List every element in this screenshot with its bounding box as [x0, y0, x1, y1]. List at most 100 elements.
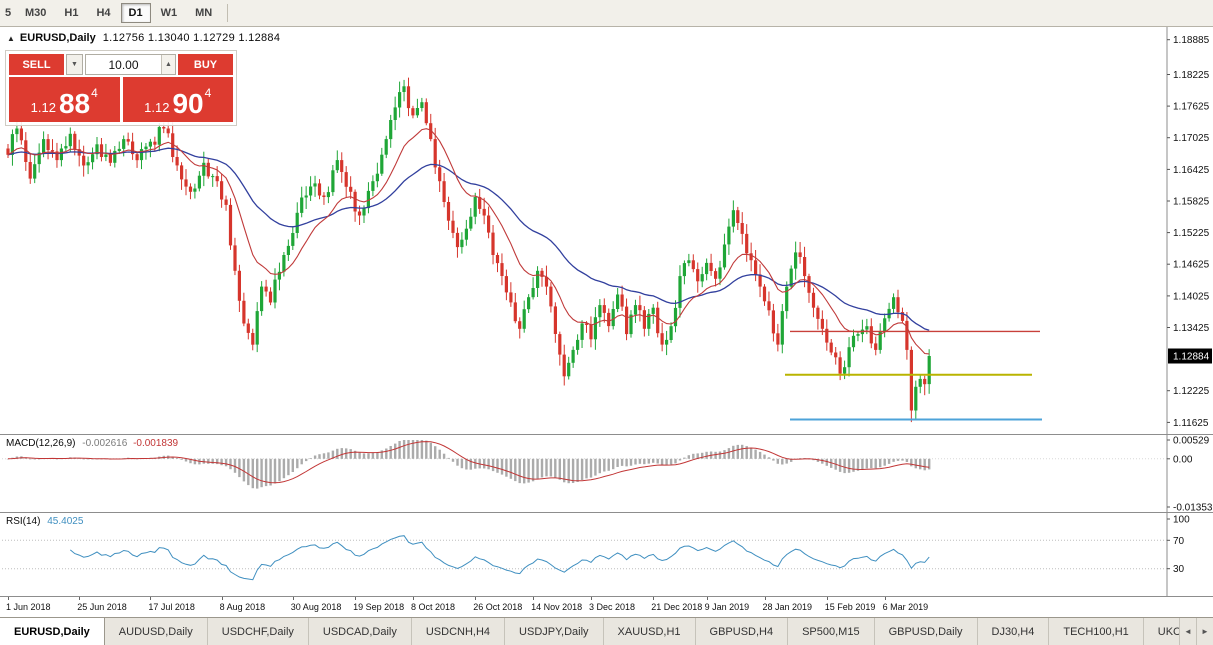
uptick-triangle-icon: ▲ [7, 33, 15, 43]
rsi-chart[interactable]: 100 70 30 [0, 513, 1213, 596]
date-label: 8 Oct 2018 [410, 602, 455, 612]
date-tick [150, 597, 152, 600]
tab-ukc[interactable]: UKC [1143, 618, 1179, 645]
volume-increase-button[interactable]: ▲ [161, 55, 175, 74]
svg-text:1.12225: 1.12225 [1173, 386, 1210, 397]
macd-chart[interactable]: 0.00529 0.00 -0.01353 [0, 435, 1213, 512]
svg-text:0.00529: 0.00529 [1173, 436, 1210, 447]
date-label: 21 Dec 2018 [651, 602, 703, 612]
date-label: 17 Jul 2018 [148, 602, 195, 612]
rsi-indicator-name: RSI(14) [6, 516, 41, 527]
macd-indicator-name: MACD(12,26,9) [6, 438, 76, 449]
svg-text:70: 70 [1173, 536, 1185, 547]
tab-usdcad-daily[interactable]: USDCAD,Daily [308, 618, 412, 645]
rsi-panel: 100 70 30 RSI(14) 45.4025 [0, 512, 1213, 596]
timeframe-button-h1[interactable]: H1 [64, 7, 79, 19]
date-tick [355, 597, 357, 600]
chart-title: ▲ EURUSD,Daily 1.12756 1.13040 1.12729 1… [7, 32, 280, 44]
date-label: 19 Sep 2018 [353, 602, 405, 612]
date-tick [706, 597, 708, 600]
date-tick [884, 597, 886, 600]
date-label: 8 Aug 2018 [219, 602, 266, 612]
buy-price-pips: 90 [172, 88, 204, 119]
svg-text:1.13425: 1.13425 [1173, 323, 1210, 334]
timeframe-buttons: 5 M30 H1 H4 D1 W1 MN [2, 0, 221, 26]
date-label: 28 Jan 2019 [762, 602, 813, 612]
tab-dj30-h4[interactable]: DJ30,H4 [977, 618, 1050, 645]
svg-text:1.16425: 1.16425 [1173, 165, 1210, 176]
tab-usdchf-daily[interactable]: USDCHF,Daily [207, 618, 309, 645]
volume-input[interactable] [86, 55, 161, 74]
date-label: 25 Jun 2018 [77, 602, 127, 612]
ohlc-values: 1.12756 1.13040 1.12729 1.12884 [102, 32, 281, 44]
price-panel: 1.18885 1.18225 1.17625 1.17025 1.16425 1.158… [0, 27, 1213, 434]
sell-quote-button[interactable]: 1.12 88 4 [9, 77, 120, 122]
chart-window: 1.18885 1.18225 1.17625 1.17025 1.16425 1.158… [0, 27, 1213, 617]
tab-eurusd-daily[interactable]: EURUSD,Daily [0, 618, 105, 645]
date-tick [221, 597, 223, 600]
tabs-scroll-left-button[interactable]: ◄ [1179, 618, 1196, 645]
date-tick [79, 597, 81, 600]
date-tick [8, 597, 9, 600]
timeframe-button-w1[interactable]: W1 [160, 7, 178, 19]
toolbar-separator [227, 4, 229, 22]
tab-gbpusd-daily[interactable]: GBPUSD,Daily [874, 618, 978, 645]
date-label: 15 Feb 2019 [824, 602, 876, 612]
svg-text:1.15225: 1.15225 [1173, 228, 1210, 239]
buy-quote-button[interactable]: 1.12 90 4 [122, 77, 233, 122]
tab-tech100-h1[interactable]: TECH100,H1 [1049, 618, 1144, 645]
date-tick [653, 597, 655, 600]
sell-price-prefix: 1.12 [30, 100, 56, 115]
svg-text:1.17025: 1.17025 [1173, 133, 1210, 144]
candlestick-chart[interactable]: 1.18885 1.18225 1.17625 1.17025 1.16425 1.158… [0, 27, 1213, 434]
tab-audusd-daily[interactable]: AUDUSD,Daily [104, 618, 208, 645]
tab-xauusd-h1[interactable]: XAUUSD,H1 [603, 618, 696, 645]
date-tick [826, 597, 828, 600]
volume-field: ▲ [85, 54, 176, 75]
tab-gbpusd-h4[interactable]: GBPUSD,H4 [695, 618, 789, 645]
svg-text:1.14025: 1.14025 [1173, 291, 1210, 302]
tab-sp500-m15[interactable]: SP500,M15 [788, 618, 875, 645]
svg-text:1.18225: 1.18225 [1173, 70, 1210, 81]
chart-tabs: EURUSD,Daily AUDUSD,Daily USDCHF,Daily USDC… [0, 618, 1179, 645]
svg-text:1.17625: 1.17625 [1173, 102, 1210, 113]
timeframe-button-h4[interactable]: H4 [96, 7, 111, 19]
tab-usdcnh-h4[interactable]: USDCNH,H4 [411, 618, 506, 645]
sell-price-point: 4 [91, 86, 98, 100]
date-tick [292, 597, 294, 600]
date-label: 3 Dec 2018 [588, 602, 635, 612]
macd-main-value: -0.002616 [82, 438, 128, 449]
buy-price-point: 4 [204, 86, 212, 100]
svg-text:1.11625: 1.11625 [1173, 418, 1209, 429]
macd-panel: 0.00529 0.00 -0.01353 MACD(12,26,9) -0.002… [0, 434, 1213, 512]
svg-text:100: 100 [1173, 515, 1190, 526]
svg-text:1.12884: 1.12884 [1173, 352, 1210, 363]
timeframe-toolbar: 5 M30 H1 H4 D1 W1 MN [0, 0, 1213, 27]
date-label: 1 Jun 2018 [6, 602, 51, 612]
timeframe-button-5[interactable]: 5 [5, 7, 12, 19]
buy-button[interactable]: BUY [178, 54, 233, 75]
date-tick [475, 597, 477, 600]
date-tick [590, 597, 592, 600]
timeframe-button-mn[interactable]: MN [195, 7, 213, 19]
timeframe-button-m30[interactable]: M30 [25, 7, 47, 19]
date-label: 14 Nov 2018 [531, 602, 583, 612]
rsi-value: 45.4025 [47, 516, 84, 527]
tab-usdjpy-daily[interactable]: USDJPY,Daily [505, 618, 604, 645]
macd-label: MACD(12,26,9) -0.002616 -0.001839 [6, 438, 178, 449]
volume-dropdown-button[interactable]: ▼ [66, 54, 83, 75]
date-label: 6 Mar 2019 [882, 602, 929, 612]
timeframe-button-d1[interactable]: D1 [120, 3, 151, 23]
sell-button[interactable]: SELL [9, 54, 64, 75]
tabs-scroll-right-button[interactable]: ► [1196, 618, 1213, 645]
date-label: 9 Jan 2019 [704, 602, 750, 612]
rsi-label: RSI(14) 45.4025 [6, 516, 83, 527]
date-label: 30 Aug 2018 [290, 602, 342, 612]
svg-text:30: 30 [1173, 564, 1185, 575]
date-label: 26 Oct 2018 [473, 602, 523, 612]
buy-price-prefix: 1.12 [144, 100, 170, 115]
chart-tab-bar: EURUSD,Daily AUDUSD,Daily USDCHF,Daily USDC… [0, 617, 1213, 645]
sell-price-pips: 88 [58, 88, 91, 119]
